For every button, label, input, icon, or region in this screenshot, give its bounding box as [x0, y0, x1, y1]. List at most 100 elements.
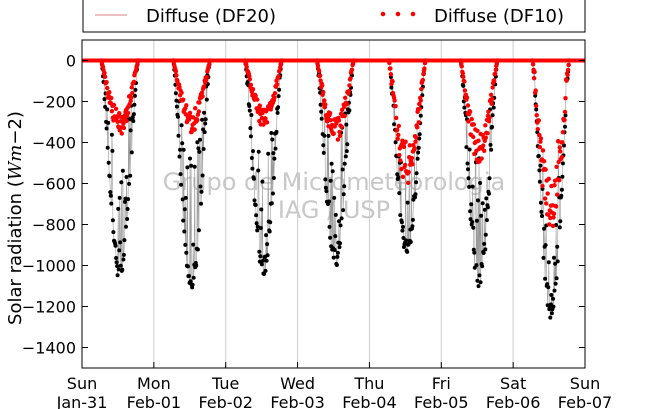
total-point-193: [269, 201, 274, 206]
x-tick-label-date-5: Feb-05: [414, 393, 468, 409]
diffuse-point-406: [485, 131, 490, 136]
diffuse-point-48: [124, 118, 129, 124]
y-axis-label-paren-open: (: [5, 180, 26, 187]
total-point-401: [482, 207, 487, 212]
diffuse-point-203: [274, 82, 280, 87]
total-point-89: [180, 197, 185, 202]
diffuse-point-430: [532, 69, 537, 75]
diffuse-point-415: [489, 96, 495, 102]
total-point-101: [187, 274, 191, 278]
diffuse-point-381: [472, 151, 477, 157]
total-point-112: [192, 164, 197, 169]
diffuse-point-215: [315, 63, 321, 68]
total-point-270: [344, 149, 349, 154]
y-tick-label-7: −1400: [22, 339, 76, 358]
total-point-11: [105, 107, 110, 112]
total-point-319: [405, 249, 410, 254]
total-point-377: [470, 220, 475, 224]
diffuse-point-212: [279, 58, 284, 63]
total-point-337: [414, 171, 419, 176]
diffuse-point-285: [387, 60, 392, 66]
total-point-271: [345, 142, 350, 147]
diffuse-point-367: [464, 95, 470, 100]
total-point-370: [466, 176, 471, 181]
diffuse-point-445: [540, 183, 545, 189]
x-tick-label-date-4: Feb-04: [342, 393, 396, 409]
diffuse-point-57: [129, 95, 134, 100]
total-point-441: [538, 163, 543, 168]
total-point-378: [470, 184, 475, 189]
total-point-474: [555, 259, 560, 264]
diffuse-point-352: [422, 66, 427, 71]
diffuse-point-403: [483, 135, 488, 140]
total-point-48: [124, 175, 129, 179]
total-point-330: [410, 217, 415, 222]
total-point-153: [248, 134, 253, 139]
diffuse-point-277: [348, 76, 353, 81]
total-point-375: [469, 202, 474, 207]
total-point-168: [256, 149, 261, 154]
total-point-18: [108, 193, 113, 198]
diffuse-point-117: [195, 117, 200, 123]
diffuse-point-287: [388, 66, 393, 71]
total-point-21: [110, 148, 115, 153]
diffuse-point-451: [543, 167, 548, 172]
total-point-309: [399, 220, 404, 225]
total-point-407: [485, 205, 490, 210]
diffuse-point-300: [395, 127, 400, 132]
total-point-27: [113, 243, 118, 248]
total-point-256: [337, 245, 342, 250]
diffuse-point-373: [467, 109, 473, 115]
diffuse-point-199: [272, 91, 278, 96]
diffuse-point-39: [119, 131, 125, 136]
total-point-196: [271, 151, 276, 156]
diffuse-point-452: [544, 201, 549, 206]
total-point-198: [272, 156, 277, 161]
diffuse-point-121: [197, 100, 202, 105]
total-point-253: [335, 250, 340, 255]
total-point-135: [204, 97, 209, 102]
total-point-373: [468, 209, 473, 214]
diffuse-point-489: [563, 96, 568, 101]
total-point-86: [179, 182, 184, 187]
diffuse-point-275: [347, 83, 352, 88]
diffuse-point-145: [244, 64, 249, 70]
total-point-200: [273, 146, 278, 151]
diffuse-point-488: [562, 109, 568, 115]
diffuse-point-338: [414, 125, 420, 130]
total-point-206: [276, 94, 281, 99]
total-point-393: [478, 280, 483, 285]
total-point-115: [194, 263, 199, 268]
total-point-320: [405, 200, 410, 205]
total-point-60: [130, 115, 135, 120]
diffuse-point-416: [490, 85, 495, 90]
total-point-238: [328, 235, 333, 240]
total-point-252: [335, 254, 340, 259]
diffuse-point-440: [537, 144, 543, 150]
total-point-235: [326, 133, 331, 138]
total-point-189: [267, 229, 272, 234]
total-point-98: [185, 165, 190, 170]
legend-label-df20: Diffuse (DF20): [146, 6, 276, 27]
total-point-183: [264, 258, 269, 263]
diffuse-point-181: [263, 116, 268, 121]
total-point-371: [467, 184, 472, 189]
diffuse-point-141: [207, 58, 213, 63]
x-tick-label-weekday-4: Thu: [353, 374, 384, 393]
diffuse-point-56: [128, 98, 133, 104]
total-point-397: [480, 201, 485, 206]
total-point-336: [414, 180, 419, 185]
total-point-289: [389, 85, 394, 90]
total-point-81: [176, 133, 181, 138]
diffuse-point-479: [558, 149, 563, 154]
diffuse-point-256: [337, 129, 342, 135]
x-tick-label-weekday-0: Sun: [67, 374, 97, 393]
total-point-222: [319, 116, 324, 121]
total-point-456: [546, 285, 551, 290]
total-point-362: [462, 105, 467, 110]
total-point-95: [183, 195, 188, 200]
x-tick-label-weekday-3: Wed: [280, 374, 315, 393]
total-point-368: [465, 161, 470, 166]
total-point-418: [491, 105, 496, 110]
diffuse-point-389: [476, 138, 481, 143]
